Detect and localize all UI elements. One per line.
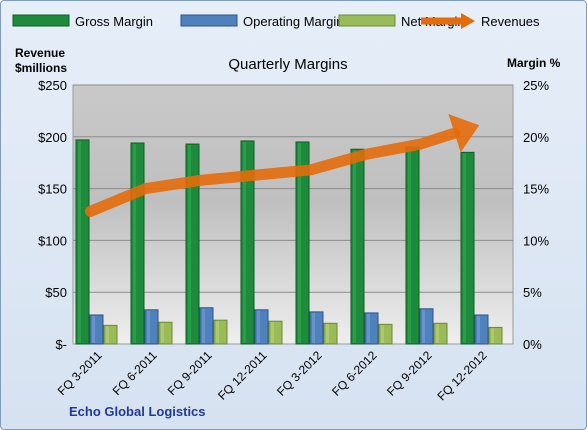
bar-highlight (147, 310, 150, 343)
legend-arrow (461, 13, 475, 29)
right-axis-title: Margin % (507, 56, 561, 70)
category-label: FQ 3-2012 (274, 348, 325, 399)
bar-operating-margin (199, 307, 214, 345)
bar-gross-margin (460, 151, 475, 345)
bar-gross-margin (130, 142, 145, 345)
legend-label: Gross Margin (75, 14, 153, 29)
bar-net-margin (488, 326, 503, 345)
bar-operating-margin (474, 314, 489, 345)
bar-highlight (298, 142, 301, 343)
bar-net-margin (433, 322, 448, 345)
bar-highlight (133, 144, 136, 343)
bar-highlight (161, 323, 164, 343)
plot-area (72, 84, 514, 345)
bar-highlight (216, 321, 219, 343)
legend-label: Revenues (481, 14, 540, 29)
right-tick-label: 25% (523, 78, 549, 93)
bar-highlight (367, 313, 370, 343)
right-tick-label: 20% (523, 130, 549, 145)
category-label: FQ 6-2011 (110, 348, 160, 398)
bar-highlight (436, 324, 439, 343)
left-tick-label: $50 (45, 285, 67, 300)
bar-net-margin (268, 320, 283, 345)
category-label: FQ 12-2012 (434, 348, 489, 403)
bar-operating-margin (254, 309, 269, 345)
bar-highlight (422, 309, 425, 343)
bar-operating-margin (309, 311, 324, 345)
revenue-line (85, 114, 480, 217)
right-tick-label: 5% (523, 285, 542, 300)
bar-net-margin (213, 319, 228, 345)
revenue-line-path (85, 127, 461, 217)
legend-label: Operating Margin (243, 14, 343, 29)
bar-highlight (312, 312, 315, 343)
bar-operating-margin (364, 312, 379, 345)
category-label: FQ 3-2011 (55, 348, 105, 398)
bar-highlight (257, 310, 260, 343)
right-tick-label: 0% (523, 337, 542, 352)
bar-operating-margin (419, 308, 434, 345)
bar-highlight (491, 328, 494, 343)
bar-highlight (381, 325, 384, 343)
category-label: FQ 9-2011 (165, 348, 215, 398)
bar-net-margin (378, 323, 393, 345)
left-tick-label: $150 (38, 182, 67, 197)
bar-highlight (188, 145, 191, 343)
category-label: FQ 6-2012 (329, 348, 380, 399)
bar-net-margin (323, 322, 338, 345)
bar-gross-margin (350, 148, 365, 345)
bar-highlight (463, 153, 466, 343)
bar-net-margin (158, 321, 173, 345)
bar-highlight (106, 326, 109, 343)
right-tick-label: 10% (523, 233, 549, 248)
left-axis-title-line2: $millions (15, 61, 67, 75)
bar-gross-margin (185, 143, 200, 345)
bar-highlight (202, 308, 205, 343)
company-footer: Echo Global Logistics (69, 404, 206, 419)
chart-title: Quarterly Margins (228, 56, 347, 73)
bar-highlight (326, 324, 329, 343)
category-label: FQ 9-2012 (384, 348, 435, 399)
left-tick-label: $100 (38, 233, 67, 248)
legend-swatch-gross-margin (12, 14, 70, 27)
legend-swatch-operating-margin (180, 14, 238, 27)
bar-highlight (78, 140, 81, 343)
revenue-arrowhead (448, 114, 480, 153)
left-tick-label: $- (55, 337, 67, 352)
bar-operating-margin (89, 314, 104, 345)
left-axis-title-line1: Revenue (15, 46, 65, 60)
bar-operating-margin (144, 309, 159, 345)
bar-highlight (271, 322, 274, 343)
bar-highlight (243, 141, 246, 343)
bar-highlight (408, 148, 411, 343)
bar-highlight (353, 150, 356, 343)
bar-gross-margin (405, 146, 420, 345)
right-tick-label: 15% (523, 182, 549, 197)
bar-gross-margin (75, 139, 90, 345)
bar-highlight (92, 315, 95, 343)
bar-highlight (477, 315, 480, 343)
bar-net-margin (103, 324, 118, 345)
left-tick-label: $200 (38, 130, 67, 145)
category-label: FQ 12-2011 (215, 348, 270, 403)
legend-swatch-net-margin (338, 14, 396, 27)
left-tick-label: $250 (38, 78, 67, 93)
